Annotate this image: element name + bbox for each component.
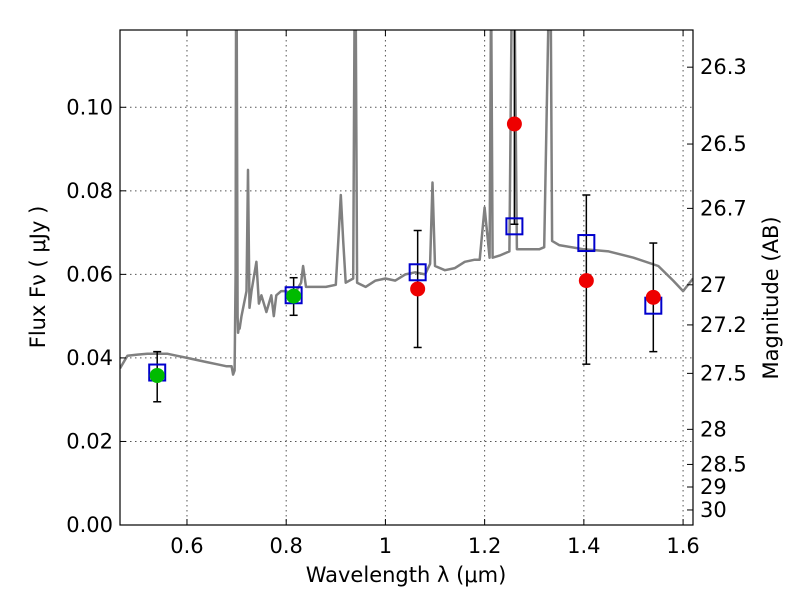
y2-tick-label: 28 <box>700 417 727 441</box>
x-tick-label: 1.6 <box>666 534 699 558</box>
x-tick-label: 1 <box>379 534 392 558</box>
plot-frame <box>119 29 694 526</box>
model-spectrum-line <box>120 30 693 376</box>
x-tick-label: 1.4 <box>567 534 600 558</box>
y-axis-title: Flux Fν ( μJy ) <box>26 206 50 349</box>
model-photometry-square <box>505 217 524 236</box>
observed-flux-point <box>149 367 165 383</box>
y-tick-label: 0.02 <box>66 429 113 453</box>
secondary-y-axis-title: Magnitude (AB) <box>759 216 783 379</box>
y2-tick-label: 28.5 <box>700 452 747 476</box>
gridlines <box>120 30 693 526</box>
y2-tick-label: 30 <box>700 498 727 522</box>
x-tick-label: 1.2 <box>468 534 501 558</box>
plot-area <box>120 30 693 403</box>
x-tick-label: 0.8 <box>269 534 302 558</box>
observed-flux-point <box>645 289 661 305</box>
y-tick-label: 0.00 <box>66 513 113 537</box>
x-axis-title: Wavelength λ (μm) <box>306 563 507 587</box>
y2-tick-label: 26.3 <box>700 55 747 79</box>
y-axis: 0.00 0.02 0.04 0.06 0.08 0.10 <box>66 95 126 537</box>
x-axis: 0.6 0.8 1 1.2 1.4 1.6 <box>170 30 700 558</box>
model-photometry-square <box>577 234 596 253</box>
y2-tick-label: 27 <box>700 273 727 297</box>
y2-tick-label: 27.5 <box>700 361 747 385</box>
observed-flux-point <box>506 116 522 132</box>
y-tick-label: 0.10 <box>66 95 113 119</box>
observed-flux-point <box>578 273 594 289</box>
model-photometry-square <box>408 263 427 282</box>
y2-tick-label: 26.7 <box>700 196 747 220</box>
observed-flux-point <box>410 281 426 297</box>
y-tick-label: 0.06 <box>66 262 113 286</box>
y2-tick-label: 27.2 <box>700 313 747 337</box>
y2-tick-label: 29 <box>700 475 727 499</box>
y-tick-label: 0.08 <box>66 179 113 203</box>
x-tick-label: 0.6 <box>170 534 203 558</box>
y2-tick-label: 26.5 <box>700 132 747 156</box>
y-tick-label: 0.04 <box>66 346 113 370</box>
observed-flux-point <box>286 288 302 304</box>
